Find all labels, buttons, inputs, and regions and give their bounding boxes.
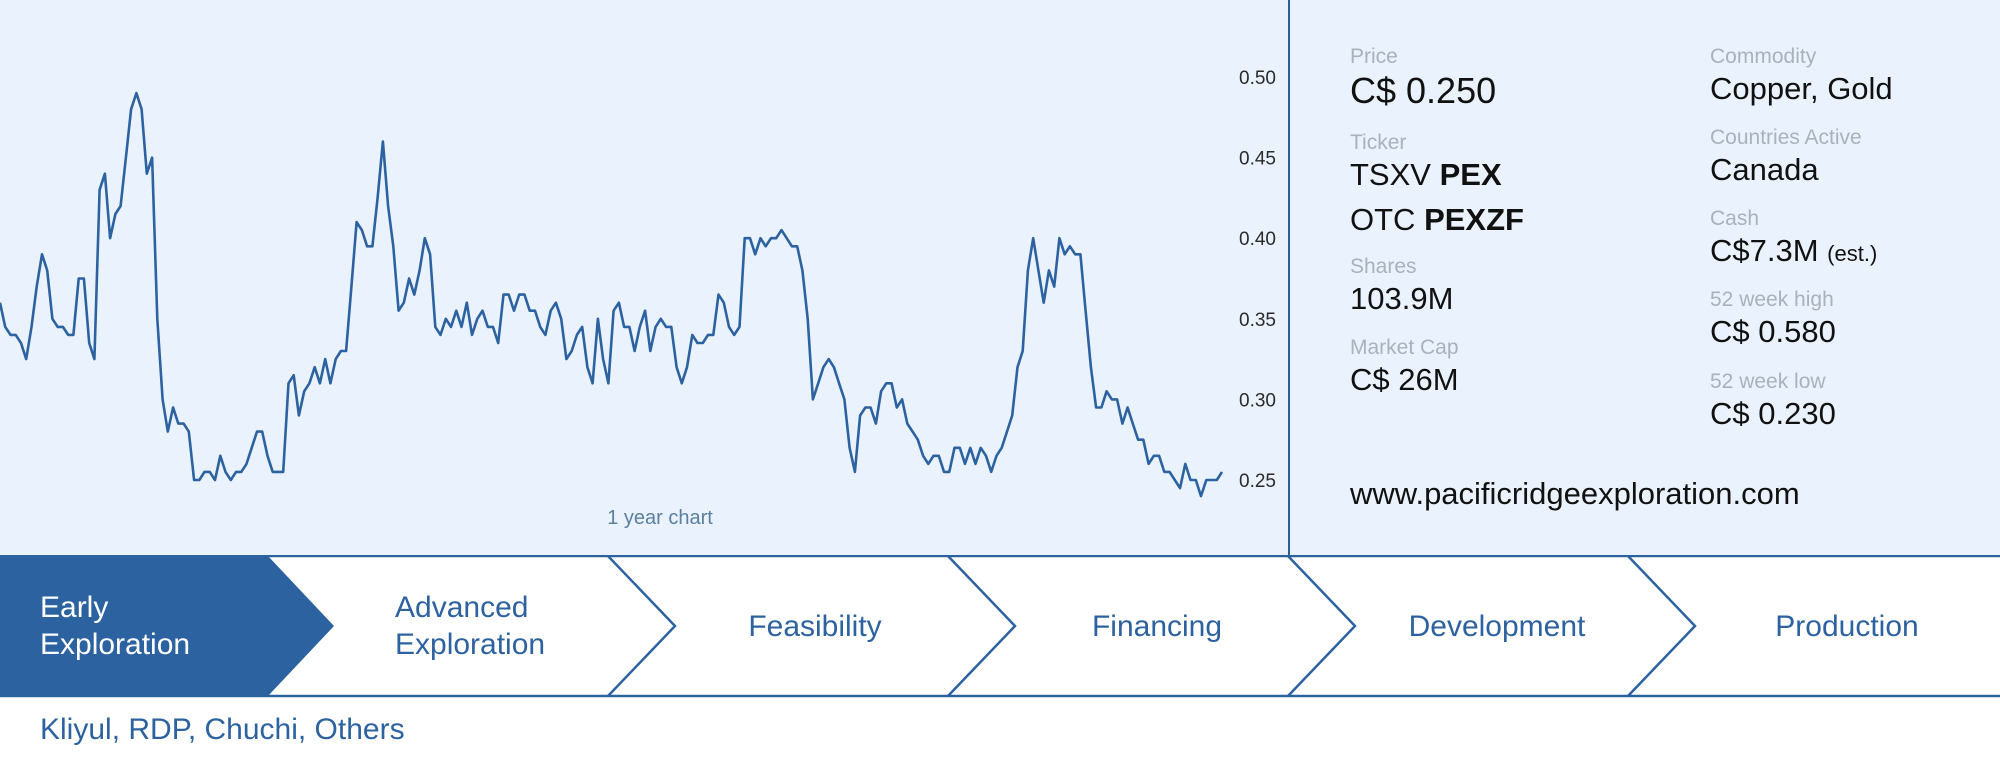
price-series-line (0, 91, 1224, 498)
market-cap-stat: Market Cap C$ 26M (1350, 337, 1459, 395)
price-chart-panel: 0.50 0.45 0.40 0.35 0.30 0.25 1 year chart (0, 0, 1288, 556)
stage-label: Production (1775, 610, 1918, 643)
y-tick-label: 0.45 (1239, 149, 1276, 170)
commodity-label: Commodity (1710, 45, 1817, 68)
panel-divider (1288, 0, 1290, 556)
ticker-label: Ticker (1350, 131, 1407, 154)
shares-value: 103.9M (1350, 281, 1454, 316)
stage-chevron-divider (607, 555, 677, 697)
cash-note: (est.) (1827, 241, 1878, 266)
price-chart: 0.50 0.45 0.40 0.35 0.30 0.25 1 year chart (0, 68, 1276, 529)
high52-stat: 52 week high C$ 0.580 (1710, 289, 1836, 347)
countries-value: Canada (1710, 152, 1819, 187)
stage-chevron-divider (1627, 555, 1697, 697)
stage-label: Development (1409, 610, 1586, 643)
stage-chevron-bar: Early Exploration Advanced Exploration Feasi… (0, 555, 2000, 698)
countries-label: Countries Active (1710, 126, 1862, 149)
stage-active-fill (0, 556, 334, 696)
stats-panel: Price C$ 0.250 Ticker TSXV PEX OTC PEXZF… (1290, 0, 2000, 556)
commodity-stat: Commodity Copper, Gold (1710, 46, 1893, 104)
chart-caption: 1 year chart (607, 507, 713, 529)
ticker-tsxv-exchange: TSXV (1350, 157, 1431, 192)
ticker-otc-symbol: PEXZF (1424, 202, 1524, 237)
stage-label: Early Exploration (40, 591, 190, 661)
cash-stat: Cash C$7.3M (est.) (1710, 208, 1877, 266)
ticker-otc: OTC PEXZF (1350, 204, 1524, 235)
ticker-otc-exchange: OTC (1350, 202, 1416, 237)
ticker-tsxv: TSXV PEX (1350, 159, 1524, 190)
countries-stat: Countries Active Canada (1710, 127, 1862, 185)
price-stat: Price C$ 0.250 (1350, 46, 1496, 109)
website-link[interactable]: www.pacificridgeexploration.com (1350, 476, 1800, 511)
y-tick-label: 0.35 (1239, 310, 1276, 331)
market-cap-value: C$ 26M (1350, 362, 1459, 397)
stage-label: Feasibility (748, 610, 881, 643)
y-tick-label: 0.50 (1239, 68, 1276, 89)
y-tick-label: 0.40 (1239, 229, 1276, 250)
y-tick-label: 0.30 (1239, 390, 1276, 411)
high52-label: 52 week high (1710, 288, 1834, 311)
projects-list: Kliyul, RDP, Chuchi, Others (40, 713, 405, 746)
ticker-stat: Ticker TSXV PEX OTC PEXZF (1350, 132, 1524, 235)
stage-label: Financing (1092, 610, 1222, 643)
price-value: C$ 0.250 (1350, 70, 1497, 111)
price-label: Price (1350, 45, 1398, 68)
ticker-tsxv-symbol: PEX (1439, 157, 1502, 192)
cash-value: C$7.3M (1710, 233, 1819, 268)
market-cap-label: Market Cap (1350, 336, 1459, 359)
stage-chevron-divider (947, 555, 1017, 697)
low52-label: 52 week low (1710, 370, 1826, 393)
low52-stat: 52 week low C$ 0.230 (1710, 371, 1836, 429)
cash-label: Cash (1710, 207, 1760, 230)
y-axis-ticks: 0.50 0.45 0.40 0.35 0.30 0.25 (1239, 68, 1276, 492)
stage-chevron-divider (1287, 555, 1357, 697)
low52-value: C$ 0.230 (1710, 396, 1836, 431)
high52-value: C$ 0.580 (1710, 314, 1836, 349)
stage-label: Advanced Exploration (395, 591, 545, 661)
y-tick-label: 0.25 (1239, 471, 1276, 492)
shares-label: Shares (1350, 255, 1417, 278)
shares-stat: Shares 103.9M (1350, 256, 1453, 314)
cash-value-line: C$7.3M (est.) (1710, 235, 1877, 266)
commodity-value: Copper, Gold (1710, 71, 1893, 106)
